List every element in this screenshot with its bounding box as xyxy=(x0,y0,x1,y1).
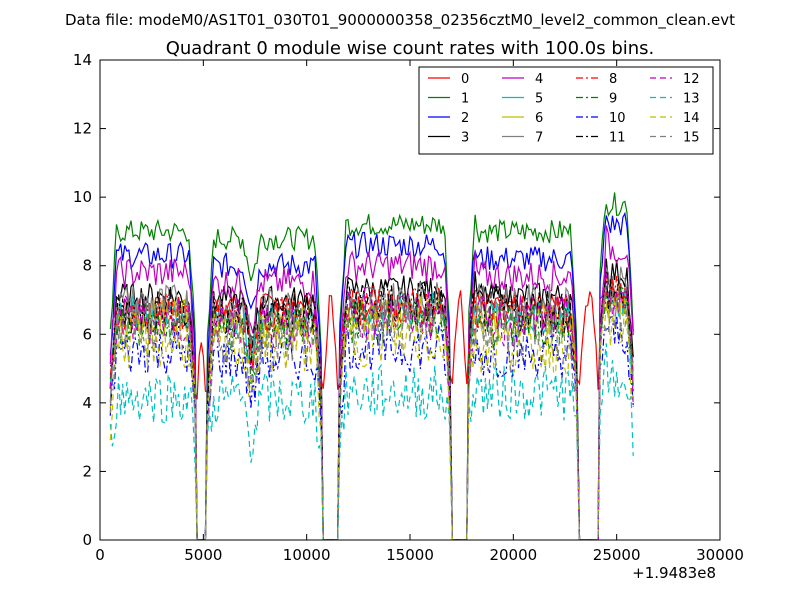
series-layer xyxy=(109,192,634,540)
x-offset-label: +1.9483e8 xyxy=(632,564,716,582)
legend-label-10: 10 xyxy=(609,111,626,126)
series-line-9 xyxy=(109,285,634,540)
x-tick-label: 30000 xyxy=(696,546,744,564)
series-line-12 xyxy=(109,272,634,540)
y-tick-label: 12 xyxy=(73,120,92,138)
series-line-10 xyxy=(109,315,634,540)
y-tick-label: 8 xyxy=(82,257,92,275)
x-tick-label: 15000 xyxy=(386,546,434,564)
chart-title: Quadrant 0 module wise count rates with … xyxy=(166,38,655,59)
y-tick-label: 4 xyxy=(82,394,92,412)
legend-label-8: 8 xyxy=(609,72,617,87)
y-tick-label: 10 xyxy=(73,188,92,206)
legend-label-0: 0 xyxy=(461,72,469,87)
x-tick-label: 10000 xyxy=(283,546,331,564)
x-tick-label: 5000 xyxy=(184,546,222,564)
legend-label-5: 5 xyxy=(535,92,543,107)
legend-label-4: 4 xyxy=(535,72,543,87)
legend-box xyxy=(418,66,714,155)
legend-label-6: 6 xyxy=(535,111,543,126)
series-line-14 xyxy=(109,294,634,540)
series-line-15 xyxy=(109,291,634,540)
series-line-13 xyxy=(109,343,634,540)
y-tick-label: 2 xyxy=(82,462,92,480)
legend-label-13: 13 xyxy=(683,92,700,107)
series-line-1 xyxy=(109,192,634,540)
series-line-4 xyxy=(109,225,634,540)
y-tick-label: 0 xyxy=(82,531,92,549)
legend-label-11: 11 xyxy=(609,131,626,146)
legend-label-7: 7 xyxy=(535,131,543,146)
series-line-5 xyxy=(109,283,634,540)
legend-label-12: 12 xyxy=(683,72,700,87)
x-tick-label: 25000 xyxy=(593,546,641,564)
legend-label-14: 14 xyxy=(683,111,700,126)
axes-layer: 0 5000 10000 15000 20000 25000 300000246810121… xyxy=(73,51,744,564)
series-line-2 xyxy=(109,211,634,540)
legend-label-15: 15 xyxy=(683,131,700,146)
legend-label-1: 1 xyxy=(461,92,469,107)
legend-label-2: 2 xyxy=(461,111,469,126)
y-tick-label: 14 xyxy=(73,51,92,69)
y-tick-label: 6 xyxy=(82,325,92,343)
legend-label-9: 9 xyxy=(609,92,617,107)
x-tick-label: 0 xyxy=(95,546,105,564)
legend-label-3: 3 xyxy=(461,131,469,146)
data-file-suptitle: Data file: modeM0/AS1T01_030T01_90000003… xyxy=(65,11,735,30)
x-tick-label: 20000 xyxy=(489,546,537,564)
